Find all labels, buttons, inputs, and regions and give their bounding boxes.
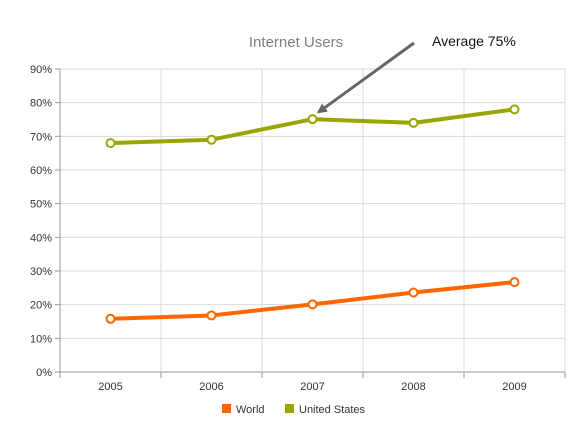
x-tick-label: 2007 [300, 381, 324, 393]
y-tick-label: 60% [30, 165, 52, 177]
x-tick-label: 2009 [502, 381, 526, 393]
annotation: Average 75% [316, 33, 516, 114]
data-point [307, 299, 318, 310]
data-point [509, 104, 520, 115]
y-tick-label: 80% [30, 98, 52, 110]
data-point [206, 134, 217, 145]
legend-label: United States [299, 404, 366, 416]
series-layer [105, 104, 520, 324]
y-tick-label: 70% [30, 131, 52, 143]
x-tick-label: 2006 [199, 381, 223, 393]
data-point [408, 287, 419, 298]
y-axis-tick-labels: 0% 10% 20% 30% 40% 50% 60% 70% 80% 90% [30, 64, 52, 379]
y-tick-label: 90% [30, 64, 52, 76]
y-tick-label: 40% [30, 232, 52, 244]
chart-title: Internet Users [249, 34, 343, 51]
y-tick-label: 30% [30, 266, 52, 278]
data-point [105, 313, 116, 324]
legend-swatch [222, 404, 231, 413]
y-tick-label: 0% [36, 367, 52, 379]
x-tick-label: 2005 [98, 381, 122, 393]
grid-layer [55, 68, 566, 378]
y-tick-label: 50% [30, 199, 52, 211]
data-point [408, 117, 419, 128]
annotation-arrow [316, 41, 415, 114]
y-tick-label: 20% [30, 300, 52, 312]
x-tick-label: 2008 [401, 381, 425, 393]
annotation-text: Average 75% [432, 33, 516, 49]
data-point [105, 138, 116, 149]
data-point [307, 114, 318, 125]
legend-swatch [285, 404, 294, 413]
x-axis-tick-labels: 2005 2006 2007 2008 2009 [98, 381, 526, 393]
data-point [509, 277, 520, 288]
y-tick-label: 10% [30, 333, 52, 345]
data-point [206, 310, 217, 321]
legend-label: World [236, 404, 265, 416]
legend: World United States [222, 404, 366, 416]
